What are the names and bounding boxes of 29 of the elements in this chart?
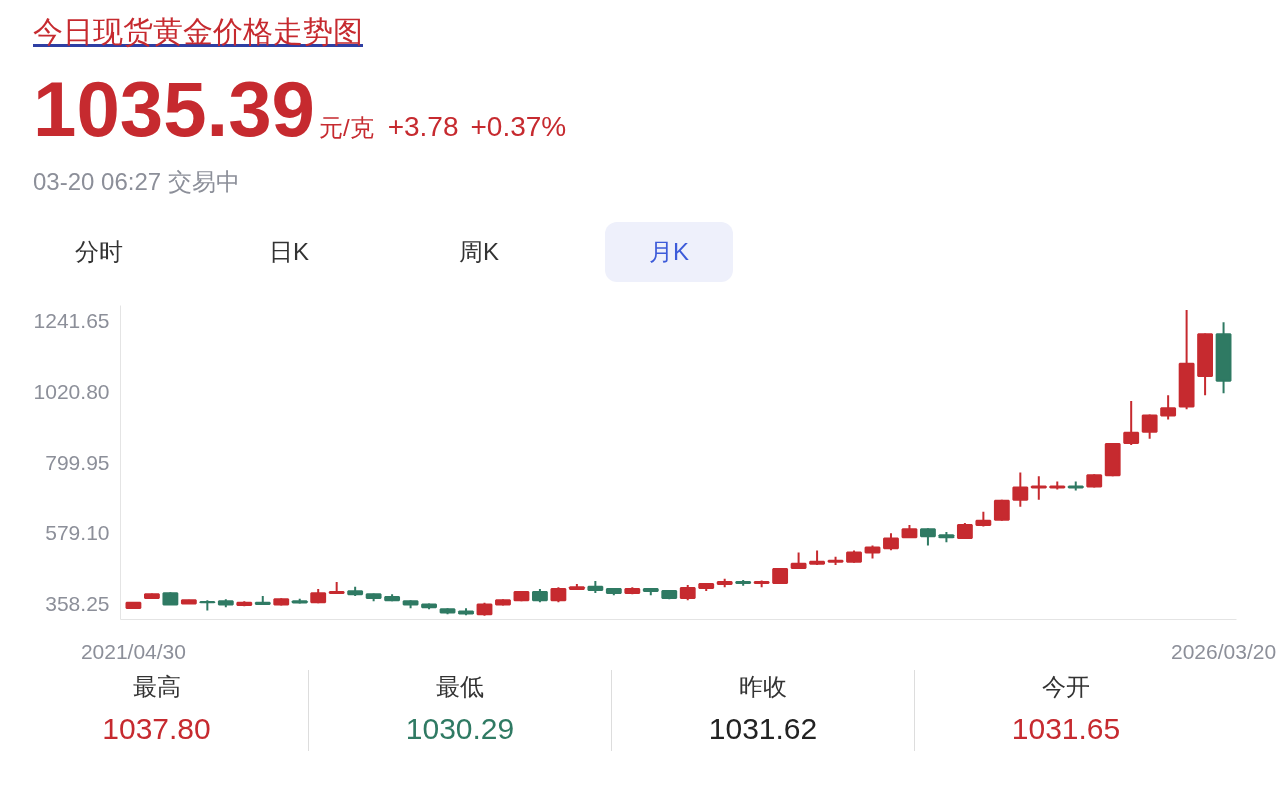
text: 1031.62: [707, 711, 819, 748]
y-tick-label: 579.10: [45, 521, 110, 545]
x-tick-label: 2021/04/30: [80, 639, 186, 663]
y-tick-label: 358.25: [45, 592, 110, 616]
candlestick: [1012, 471, 1029, 508]
text: 最高: [131, 672, 182, 702]
x-tick-label: 2026/03/20: [1171, 639, 1277, 663]
text: +0.37%: [470, 110, 567, 142]
candlestick: [1123, 399, 1140, 446]
candlestick: [1141, 413, 1158, 440]
text: 昨收: [738, 672, 788, 702]
y-tick-label: 1241.65: [33, 308, 110, 332]
text: 分时: [74, 236, 124, 267]
text: 周K: [458, 236, 500, 267]
text: 日K: [268, 236, 310, 267]
chart-subtitle: 1035.39: [33, 64, 315, 153]
text: 1031.65: [1010, 711, 1122, 748]
text: 03-20 06:27 交易中: [33, 167, 241, 198]
y-tick-label: 799.95: [45, 450, 110, 474]
text: 最低: [435, 672, 485, 702]
text: 元/克: [318, 113, 374, 141]
candlestick: [1160, 394, 1177, 421]
text: 月K: [605, 221, 733, 282]
text: +3.78: [387, 110, 459, 142]
chart-title: 今日现货黄金价格走势图: [33, 14, 364, 50]
text: 1037.80: [101, 711, 212, 748]
text: 今开: [1041, 672, 1091, 702]
text: 1030.29: [404, 711, 516, 748]
y-tick-label: 1020.80: [33, 379, 110, 403]
